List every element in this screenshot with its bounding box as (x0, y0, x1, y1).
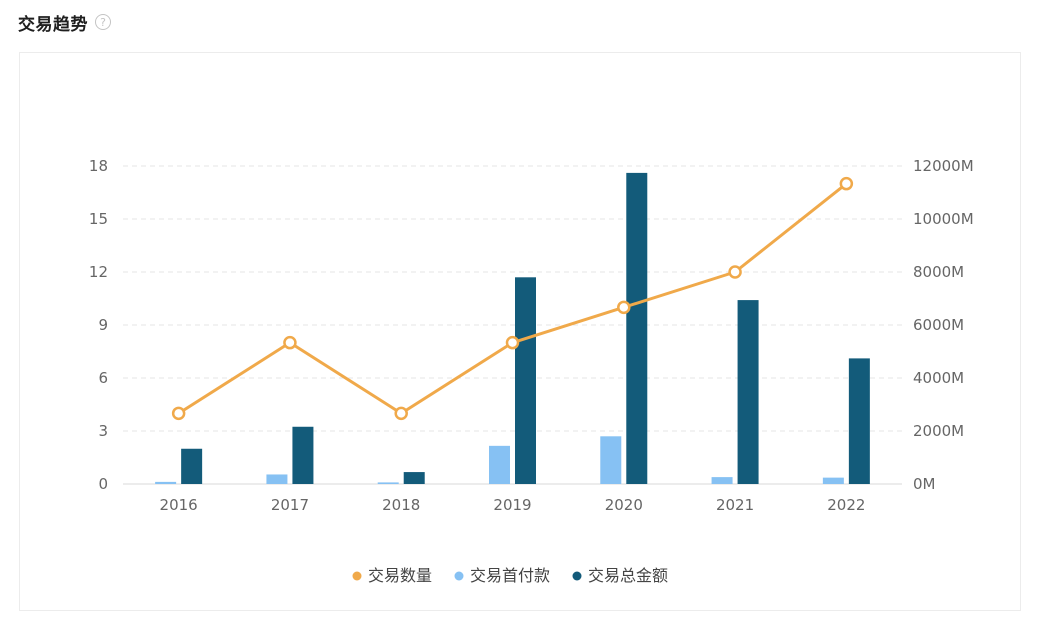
y-right-tick-label: 4000M (913, 369, 964, 387)
bar-down-payment[interactable] (155, 481, 177, 484)
line-point-trade-count[interactable] (283, 335, 297, 350)
bar-total-amount[interactable] (403, 472, 425, 484)
line-point-trade-count[interactable] (617, 300, 631, 315)
line-point-trade-count[interactable] (171, 406, 186, 421)
y-right-tick-label: 10000M (913, 210, 974, 228)
y-left-tick-label: 0 (98, 475, 108, 493)
chart-title: 交易趋势 (18, 14, 88, 35)
legend-marker[interactable] (572, 571, 582, 581)
y-left-tick-label: 6 (98, 369, 108, 387)
y-right-tick-label: 6000M (913, 316, 964, 334)
x-tick-label: 2019 (493, 496, 531, 514)
y-right-tick-label: 8000M (913, 263, 964, 281)
x-tick-label: 2016 (160, 496, 198, 514)
x-tick-label: 2017 (271, 496, 309, 514)
trade-trend-chart: 0 0M 3 2000M 6 4000M 9 6000M 12 8000M 15 10000M 18 12… (89, 157, 974, 585)
bar-down-payment[interactable] (822, 477, 844, 484)
line-point-trade-count[interactable] (505, 335, 520, 350)
x-tick-label: 2020 (605, 496, 643, 514)
bar-total-amount[interactable] (737, 300, 759, 484)
line-point-trade-count[interactable] (394, 406, 408, 421)
chart-header: 交易趋势 ? (18, 8, 111, 36)
bar-down-payment[interactable] (600, 436, 622, 484)
bar-down-payment[interactable] (711, 477, 733, 484)
bar-total-amount[interactable] (626, 172, 648, 484)
legend-label[interactable]: 交易总金额 (588, 566, 668, 585)
bar-total-amount[interactable] (181, 448, 203, 484)
bar-total-amount[interactable] (292, 426, 314, 484)
bar-total-amount[interactable] (848, 358, 870, 484)
y-right-tick-label: 2000M (913, 422, 964, 440)
y-left-tick-label: 15 (89, 210, 108, 228)
y-left-tick-label: 3 (98, 422, 108, 440)
question-circle-icon[interactable]: ? (95, 14, 111, 30)
y-right-tick-label: 12000M (913, 157, 974, 175)
y-left-tick-label: 9 (98, 316, 108, 334)
bar-total-amount[interactable] (515, 277, 536, 484)
line-point-trade-count[interactable] (839, 176, 854, 191)
bar-down-payment[interactable] (489, 445, 510, 484)
legend-marker[interactable] (454, 571, 464, 581)
legend-label[interactable]: 交易数量 (368, 566, 432, 585)
chart-card: 0 0M 3 2000M 6 4000M 9 6000M 12 8000M 15 10000M 18 12… (19, 52, 1021, 611)
x-tick-label: 2018 (382, 496, 420, 514)
y-left-tick-label: 18 (89, 157, 108, 175)
y-right-tick-label: 0M (913, 475, 936, 493)
line-point-trade-count[interactable] (728, 265, 742, 279)
legend-marker[interactable] (352, 571, 362, 581)
bar-down-payment[interactable] (377, 482, 399, 484)
bar-down-payment[interactable] (266, 474, 288, 484)
x-tick-label: 2022 (827, 496, 865, 514)
legend-label[interactable]: 交易首付款 (470, 566, 550, 585)
x-tick-label: 2021 (716, 496, 754, 514)
y-left-tick-label: 12 (89, 263, 108, 281)
